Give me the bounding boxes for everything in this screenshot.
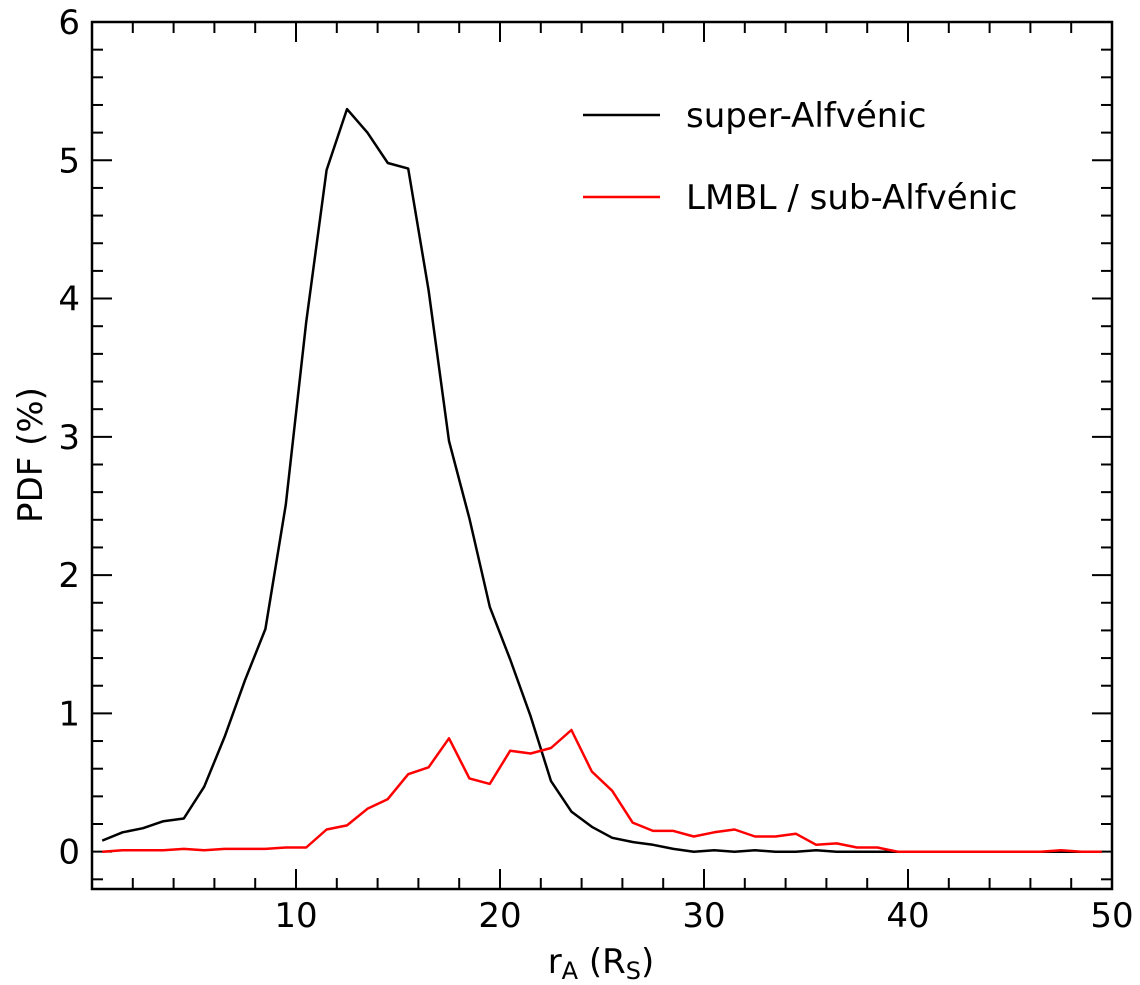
x-axis-label-unit-subscript: S (626, 957, 641, 985)
legend-label-lmbl-sub-alfvenic: LMBL / sub-Alfvénic (686, 178, 1017, 218)
y-tick-label: 2 (58, 556, 80, 596)
y-tick-label: 1 (58, 694, 80, 734)
x-tick-label: 40 (886, 896, 929, 936)
plot-frame (90, 20, 1114, 891)
x-tick-label: 30 (682, 896, 725, 936)
x-tick-label: 20 (478, 896, 521, 936)
axis-ticks (92, 21, 1113, 889)
y-axis-label: PDF (%) (11, 387, 51, 523)
y-tick-label: 5 (58, 141, 80, 181)
x-axis-label: rA (RS) (548, 942, 655, 985)
y-tick-label: 6 (58, 3, 80, 43)
y-tick-label: 0 (58, 833, 80, 873)
x-tick-label: 10 (274, 896, 317, 936)
x-axis-label-main: r (548, 942, 562, 982)
x-axis-label-subscript: A (562, 957, 579, 985)
x-axis-label-unit-close: ) (641, 942, 654, 982)
y-tick-label: 3 (58, 418, 80, 458)
y-tick-label: 4 (58, 280, 80, 320)
legend-label-super-alfvenic: super-Alfvénic (686, 96, 927, 136)
legend: super-Alfvénic LMBL / sub-Alfvénic (583, 96, 1017, 218)
x-tick-label: 50 (1090, 896, 1133, 936)
series-line-super-alfvenic (101, 107, 1102, 853)
tick-labels: 10 20 30 40 50 0 1 2 3 4 5 6 (58, 3, 1133, 936)
x-axis-label-unit-open: (R (578, 942, 626, 982)
series-line-lmbl-sub-alfvenic (102, 728, 1102, 853)
series-lines (101, 107, 1102, 853)
